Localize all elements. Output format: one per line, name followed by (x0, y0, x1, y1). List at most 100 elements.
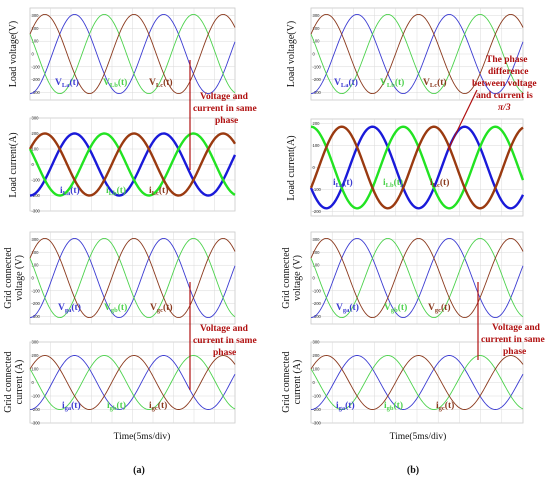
a-load-voltage-labels: VLa(t) VLb(t) VLc(t) (55, 77, 173, 89)
y-tick-label: 200 (32, 250, 40, 255)
series-line-vgct (29, 237, 236, 319)
y-tick-label: -100 (32, 394, 41, 399)
label-vgb: Vgb(t) (104, 302, 127, 314)
y-tick-label: -300 (313, 314, 322, 319)
a-grid-voltage-waveforms: 300 200 100 0 -100 -200 -300 (29, 232, 236, 324)
a-grid-voltage-ylabel-1: Grid connected (3, 247, 14, 308)
series-line-vgat (29, 237, 236, 319)
b-grid-voltage-ylabel-1: Grid connected (281, 247, 292, 308)
series-line-igct (29, 355, 236, 410)
y-tick-label: 0 (313, 52, 316, 57)
y-tick-label: 300 (32, 237, 40, 242)
b-load-voltage-ylabel: Load voltage(V) (286, 21, 297, 87)
y-tick-label: 200 (313, 121, 321, 126)
a-grid-current-ylabel-1: Grid connected (3, 351, 14, 412)
annotation-b-top-text-5: π/3 (498, 103, 511, 113)
series-line-igat (29, 355, 236, 410)
y-tick-label: 0 (313, 165, 316, 170)
series-line-ilct (309, 125, 524, 210)
series-line-vgat (310, 237, 524, 319)
annotation-a-top-text-2: current in same (193, 104, 257, 114)
y-tick-label: -100 (32, 64, 41, 69)
y-tick-label: 100 (313, 39, 321, 44)
series-line-ilct (28, 132, 237, 197)
series-line-igbt (310, 355, 524, 410)
series-line-igat (310, 355, 524, 410)
series-line-ilbt (310, 125, 525, 210)
series-line-vlbt (310, 13, 524, 95)
series-line-vlct (29, 13, 236, 95)
b-grid-current-ylabel-2: current (A) (292, 360, 303, 405)
y-tick-label: 100 (313, 367, 321, 372)
a-grid-current-waveforms: 300 200 100 0 -100 -200 -300 (29, 340, 236, 426)
a-load-current-labels: iLa(t) iLb(t) iLc(t) (60, 185, 168, 197)
series-line-ilat (309, 125, 525, 210)
series-line-ilbt (28, 132, 236, 197)
y-tick-label: 200 (313, 26, 321, 31)
annotation-b-bottom: Voltage and current in same phase (477, 282, 545, 360)
y-tick-label: -200 (32, 407, 41, 412)
annotation-b-top-text-3: between voltage (472, 79, 537, 89)
label-vga: Vga(t) (58, 302, 81, 314)
label-b-iga: iga(t) (336, 400, 355, 412)
y-tick-label: 100 (32, 263, 40, 268)
label-b-vlb: VLb(t) (380, 77, 404, 89)
y-tick-label: 300 (313, 13, 321, 18)
a-grid-current-ylabel-2: current (A) (14, 360, 25, 405)
y-tick-label: -300 (32, 209, 41, 214)
y-tick-label: -200 (313, 301, 322, 306)
annotation-a-top-text-3: phase (215, 116, 238, 126)
series-line-vlat (310, 13, 524, 95)
b-grid-current-waveforms: 300 200 100 0 -100 -200 -300 (310, 340, 524, 426)
b-grid-current-labels: iga(t) igb(t) igc(t) (336, 400, 454, 412)
y-tick-label: -100 (32, 178, 41, 183)
annotation-b-top-text-1: The phase (486, 55, 527, 65)
label-b-ila: iLa(t) (333, 177, 353, 189)
y-tick-label: 300 (32, 116, 40, 121)
b-xlabel: Time(5ms/div) (390, 431, 447, 442)
y-tick-label: -200 (313, 77, 322, 82)
label-vla: VLa(t) (55, 77, 79, 89)
b-load-voltage-labels: VLa(t) VLb(t) VLc(t) (334, 77, 447, 89)
y-tick-label: 300 (32, 340, 40, 345)
label-vgc: Vgc(t) (150, 302, 173, 314)
label-vlb: VLb(t) (103, 77, 127, 89)
b-grid-current-ylabel-1: Grid connected (281, 351, 292, 412)
y-tick-label: 100 (313, 143, 321, 148)
series-line-ilat (29, 132, 237, 197)
y-tick-label: 300 (313, 237, 321, 242)
y-tick-label: 200 (32, 26, 40, 31)
annotation-a-top: Voltage and current in same phase (189, 60, 257, 170)
b-load-current-labels: iLa(t) iLb(t) iLc(t) (333, 177, 449, 189)
y-tick-label: 100 (313, 263, 321, 268)
a-grid-voltage-labels: Vga(t) Vgb(t) Vgc(t) (58, 302, 173, 314)
y-tick-label: 0 (32, 380, 35, 385)
y-tick-label: -200 (32, 77, 41, 82)
label-b-igc: igc(t) (436, 400, 454, 412)
a-load-voltage-ylabel: Load voltage(V) (8, 21, 19, 87)
label-igc: igc(t) (149, 400, 167, 412)
panel-a-caption: (a) (133, 465, 145, 476)
y-tick-label: -300 (313, 90, 322, 95)
a-load-current-waveforms: 300 200 100 0 -100 -200 -300 (28, 116, 237, 214)
label-b-ilb: iLb(t) (383, 177, 403, 189)
annotation-b-top-line (447, 89, 478, 151)
label-ila: iLa(t) (60, 185, 80, 197)
y-tick-label: -100 (313, 64, 322, 69)
y-tick-label: 0 (32, 276, 35, 281)
series-line-vgbt (310, 237, 524, 319)
y-tick-label: 200 (32, 131, 40, 136)
b-grid-voltage-ylabel-2: voltage (V) (292, 255, 303, 301)
a-load-current-ylabel: Load current(A) (8, 132, 19, 197)
y-tick-label: 100 (32, 147, 40, 152)
label-iga: iga(t) (62, 400, 81, 412)
y-tick-label: -300 (32, 421, 41, 426)
y-tick-label: -200 (32, 193, 41, 198)
label-b-igb: igb(t) (384, 400, 403, 412)
series-line-igbt (29, 355, 236, 410)
series-line-vlbt (29, 13, 236, 95)
annotation-a-top-text-1: Voltage and (200, 92, 249, 102)
y-tick-label: 200 (313, 250, 321, 255)
b-grid-voltage-labels: Vga(t) Vgb(t) Vgc(t) (336, 302, 451, 314)
